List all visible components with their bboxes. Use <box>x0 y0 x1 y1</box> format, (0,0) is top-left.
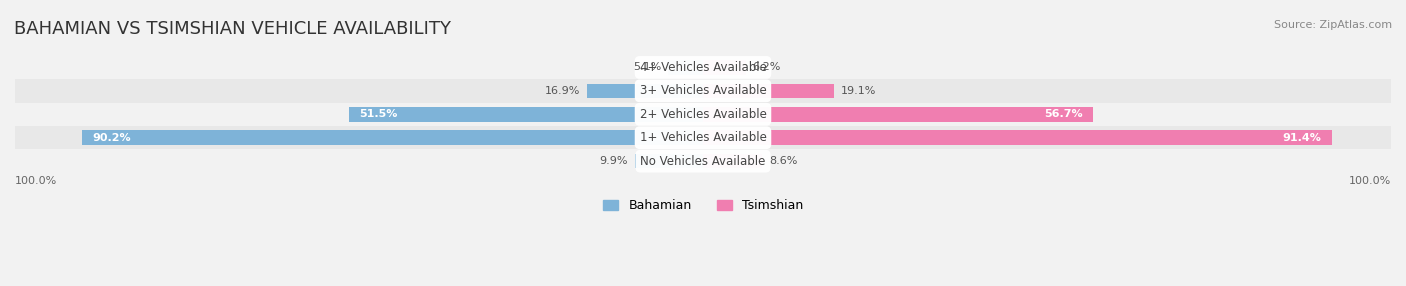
Bar <box>703 84 834 98</box>
Text: 1+ Vehicles Available: 1+ Vehicles Available <box>640 131 766 144</box>
Bar <box>15 79 1391 103</box>
Text: 6.2%: 6.2% <box>752 62 780 72</box>
Bar <box>703 60 745 75</box>
Bar <box>349 107 703 122</box>
Text: 8.6%: 8.6% <box>769 156 797 166</box>
Bar <box>703 130 1331 145</box>
Text: 100.0%: 100.0% <box>1348 176 1391 186</box>
Bar <box>15 103 1391 126</box>
Text: 56.7%: 56.7% <box>1045 109 1083 119</box>
Bar <box>703 154 762 168</box>
Text: 90.2%: 90.2% <box>93 133 131 143</box>
Bar <box>15 150 1391 173</box>
Text: 16.9%: 16.9% <box>544 86 579 96</box>
Bar <box>586 84 703 98</box>
Text: Source: ZipAtlas.com: Source: ZipAtlas.com <box>1274 20 1392 30</box>
Bar <box>15 126 1391 150</box>
Bar <box>703 107 1092 122</box>
Bar <box>636 154 703 168</box>
Text: 3+ Vehicles Available: 3+ Vehicles Available <box>640 84 766 97</box>
Legend: Bahamian, Tsimshian: Bahamian, Tsimshian <box>598 194 808 217</box>
Text: No Vehicles Available: No Vehicles Available <box>640 155 766 168</box>
Text: 5.1%: 5.1% <box>633 62 661 72</box>
Bar <box>15 56 1391 79</box>
Text: 4+ Vehicles Available: 4+ Vehicles Available <box>640 61 766 74</box>
Text: 51.5%: 51.5% <box>359 109 398 119</box>
Text: 9.9%: 9.9% <box>599 156 628 166</box>
Text: BAHAMIAN VS TSIMSHIAN VEHICLE AVAILABILITY: BAHAMIAN VS TSIMSHIAN VEHICLE AVAILABILI… <box>14 20 451 38</box>
Bar <box>668 60 703 75</box>
Text: 2+ Vehicles Available: 2+ Vehicles Available <box>640 108 766 121</box>
Bar <box>83 130 703 145</box>
Text: 91.4%: 91.4% <box>1282 133 1322 143</box>
Text: 100.0%: 100.0% <box>15 176 58 186</box>
Text: 19.1%: 19.1% <box>841 86 877 96</box>
